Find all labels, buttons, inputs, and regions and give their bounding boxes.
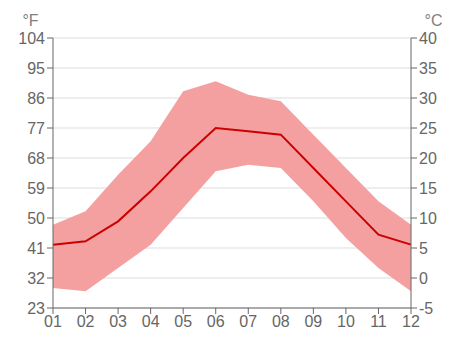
svg-text:03: 03 xyxy=(109,313,127,330)
svg-text:05: 05 xyxy=(174,313,192,330)
svg-text:01: 01 xyxy=(44,313,62,330)
svg-text:68: 68 xyxy=(27,150,45,167)
svg-text:5: 5 xyxy=(419,240,428,257)
svg-text:10: 10 xyxy=(419,210,437,227)
svg-text:°F: °F xyxy=(22,12,38,29)
svg-text:09: 09 xyxy=(304,313,322,330)
svg-text:-5: -5 xyxy=(419,300,433,317)
svg-text:06: 06 xyxy=(207,313,225,330)
svg-text:10: 10 xyxy=(337,313,355,330)
svg-text:11: 11 xyxy=(370,313,387,330)
svg-text:59: 59 xyxy=(27,180,45,197)
svg-text:95: 95 xyxy=(27,60,45,77)
svg-text:41: 41 xyxy=(27,240,45,257)
svg-text:30: 30 xyxy=(419,90,437,107)
svg-text:104: 104 xyxy=(18,30,45,47)
svg-text:50: 50 xyxy=(27,210,45,227)
svg-text:32: 32 xyxy=(27,270,45,287)
svg-text:15: 15 xyxy=(419,180,437,197)
svg-text:0: 0 xyxy=(419,270,428,287)
svg-text:02: 02 xyxy=(77,313,95,330)
svg-text:07: 07 xyxy=(239,313,257,330)
svg-text:35: 35 xyxy=(419,60,437,77)
svg-text:77: 77 xyxy=(27,120,45,137)
svg-text:25: 25 xyxy=(419,120,437,137)
svg-text:08: 08 xyxy=(272,313,290,330)
svg-text:12: 12 xyxy=(402,313,420,330)
svg-text:86: 86 xyxy=(27,90,45,107)
svg-text:°C: °C xyxy=(425,12,443,29)
svg-text:40: 40 xyxy=(419,30,437,47)
svg-text:04: 04 xyxy=(142,313,160,330)
svg-text:23: 23 xyxy=(27,300,45,317)
svg-text:20: 20 xyxy=(419,150,437,167)
